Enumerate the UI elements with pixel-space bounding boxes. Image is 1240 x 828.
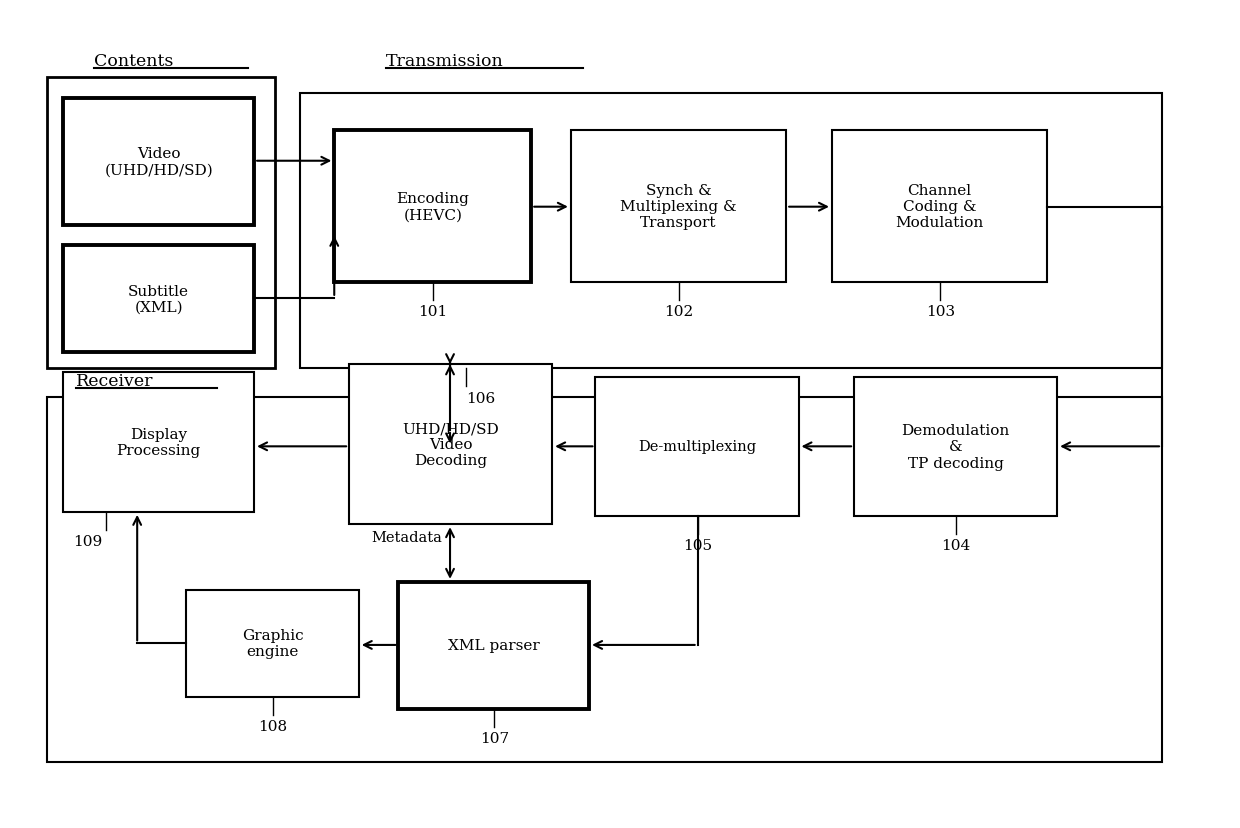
Text: 103: 103	[926, 305, 955, 319]
Bar	[348, 365, 552, 525]
Text: Display
Processing: Display Processing	[117, 427, 201, 458]
Text: 106: 106	[466, 391, 496, 405]
Bar	[63, 99, 254, 225]
Text: 105: 105	[683, 538, 712, 552]
Text: Demodulation
&
TP decoding: Demodulation & TP decoding	[901, 424, 1009, 470]
Text: Encoding
(HEVC): Encoding (HEVC)	[397, 192, 469, 222]
Bar	[63, 373, 254, 513]
Text: Channel
Coding &
Modulation: Channel Coding & Modulation	[895, 184, 983, 230]
Text: De-multiplexing: De-multiplexing	[637, 440, 756, 454]
Bar	[47, 78, 275, 369]
Bar	[570, 131, 786, 283]
Text: Synch &
Multiplexing &
Transport: Synch & Multiplexing & Transport	[620, 184, 737, 230]
Text: 108: 108	[258, 719, 288, 733]
Text: 102: 102	[665, 305, 693, 319]
Text: Transmission: Transmission	[386, 53, 503, 70]
Bar	[854, 377, 1058, 517]
Text: UHD/HD/SD
Video
Decoding: UHD/HD/SD Video Decoding	[402, 421, 498, 468]
Bar	[47, 397, 1162, 763]
Text: Video
(UHD/HD/SD): Video (UHD/HD/SD)	[104, 147, 213, 177]
Text: 107: 107	[480, 731, 508, 745]
Text: Receiver: Receiver	[76, 373, 153, 390]
Text: Contents: Contents	[94, 53, 174, 70]
Text: XML parser: XML parser	[448, 638, 539, 652]
Text: Graphic
engine: Graphic engine	[242, 628, 304, 658]
Bar	[335, 131, 531, 283]
Text: 109: 109	[73, 535, 103, 548]
Text: 101: 101	[418, 305, 448, 319]
Text: Subtitle
(XML): Subtitle (XML)	[128, 284, 190, 315]
Text: 104: 104	[941, 538, 971, 552]
Bar	[300, 94, 1162, 369]
Bar	[398, 582, 589, 709]
Bar	[595, 377, 799, 517]
Text: Metadata: Metadata	[371, 530, 443, 544]
Bar	[186, 590, 358, 697]
Bar	[832, 131, 1048, 283]
Bar	[63, 246, 254, 353]
